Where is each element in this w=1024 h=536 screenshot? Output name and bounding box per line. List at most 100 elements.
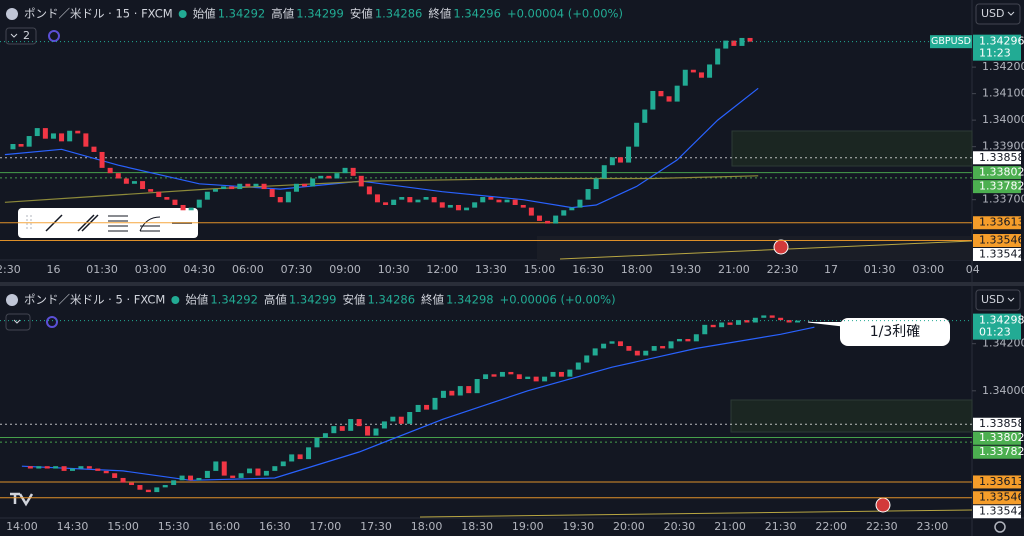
currency-box[interactable]	[975, 289, 1021, 311]
price-level-label: 1.33542	[979, 248, 1024, 261]
x-tick-label: 22:30	[0, 263, 21, 276]
x-tick-label: 15:00	[524, 263, 556, 276]
candle-body	[230, 475, 236, 478]
price-level-label: 1.33546	[979, 491, 1024, 504]
price-level-label: 1.33782	[979, 180, 1024, 193]
x-tick-label: 03:00	[135, 263, 167, 276]
candle-body	[483, 374, 489, 380]
candle-body	[609, 341, 615, 344]
y-tick-label: 1.33700	[982, 193, 1024, 206]
candle-body	[75, 130, 81, 134]
candle-body	[253, 183, 259, 187]
candle-body	[744, 320, 750, 323]
candle-body	[112, 473, 118, 478]
candle-body	[245, 183, 251, 187]
candle-body	[204, 470, 210, 478]
candle-body	[331, 426, 337, 434]
candle-body	[685, 338, 691, 342]
candle-body	[643, 350, 649, 356]
zone	[730, 399, 973, 433]
chevron	[1007, 297, 1015, 302]
candle-body	[366, 186, 372, 195]
candle-body	[137, 485, 143, 490]
x-tick-label: 12:00	[426, 263, 458, 276]
candle-body	[383, 202, 389, 205]
candle-body	[272, 466, 278, 471]
candle-body	[140, 181, 146, 190]
candle-body	[61, 466, 67, 471]
ohlc-value: 1.34298	[446, 293, 494, 307]
candle-body	[439, 202, 445, 208]
x-tick-label: 17:00	[310, 520, 342, 533]
candle-body	[339, 426, 345, 431]
x-tick-label: 18:30	[461, 520, 493, 533]
annotation: 1/3利確	[870, 324, 921, 340]
candle-body	[247, 468, 253, 474]
candle-body	[617, 341, 623, 347]
x-tick-label: 16:30	[259, 520, 291, 533]
candle-body	[95, 468, 101, 471]
indicator-icon[interactable]	[46, 316, 58, 328]
candle-body	[739, 37, 745, 46]
moving-average	[4, 87, 759, 209]
change: +0.00004 (+0.00%)	[507, 7, 623, 21]
candle-body	[129, 482, 135, 486]
candle-body	[261, 183, 267, 190]
price-level-label: 1.33802	[979, 166, 1024, 179]
indicator-icon[interactable]	[48, 30, 60, 42]
x-tick-label: 16	[46, 263, 60, 276]
tool-fib[interactable]	[108, 215, 128, 232]
candle-body	[350, 167, 356, 176]
x-tick-label: 22:30	[866, 520, 898, 533]
last-price: 1.34298	[979, 314, 1024, 327]
event-icon[interactable]	[773, 239, 789, 255]
tool-fib-ext[interactable]	[139, 216, 161, 232]
candle-body	[107, 167, 113, 174]
candle-body	[731, 40, 737, 46]
candle-body	[297, 454, 303, 460]
price-level-box	[973, 505, 1021, 519]
candle-body	[472, 202, 478, 208]
ohlc-label: 始値	[185, 293, 208, 307]
candle-body	[424, 404, 430, 410]
currency-box[interactable]	[975, 3, 1021, 25]
candle-body	[525, 376, 531, 380]
candle-body	[310, 178, 316, 187]
candle-body	[164, 197, 170, 200]
candle-body	[373, 428, 379, 436]
candle-body	[457, 386, 463, 396]
event-icon[interactable]	[875, 497, 891, 513]
candle-body	[50, 133, 56, 139]
candle-body	[172, 199, 178, 205]
ohlc-label: 安値	[342, 293, 365, 307]
status-dot	[171, 296, 180, 304]
flag-icon	[6, 8, 18, 20]
settings-icon[interactable]	[994, 521, 1006, 533]
candle-body	[431, 197, 437, 203]
candle-body	[447, 204, 453, 208]
candle-body	[553, 215, 559, 224]
currency: USD	[981, 293, 1005, 306]
candle-body	[432, 397, 438, 410]
price-level-box	[973, 180, 1021, 194]
candle-body	[390, 416, 396, 422]
candle-body	[407, 197, 413, 203]
candle-body	[407, 412, 413, 424]
candle-body	[115, 173, 121, 179]
price-level-label: 1.33858	[979, 417, 1024, 430]
symbol-tag-label: GBPUSD	[931, 36, 971, 47]
x-tick-label: 04:30	[183, 263, 215, 276]
legend-toggle[interactable]	[5, 27, 37, 45]
candle-body	[10, 144, 16, 150]
ohlc-value: 1.34292	[218, 7, 266, 21]
candle-body	[69, 468, 75, 471]
candle-body	[269, 189, 275, 198]
currency: USD	[981, 7, 1005, 20]
candle-body	[516, 374, 522, 380]
ohlc-value: 1.34299	[289, 293, 337, 307]
callout-box	[840, 318, 950, 346]
candle-body	[213, 461, 219, 471]
x-tick-label: 04	[966, 263, 980, 276]
candle-body	[86, 466, 92, 469]
